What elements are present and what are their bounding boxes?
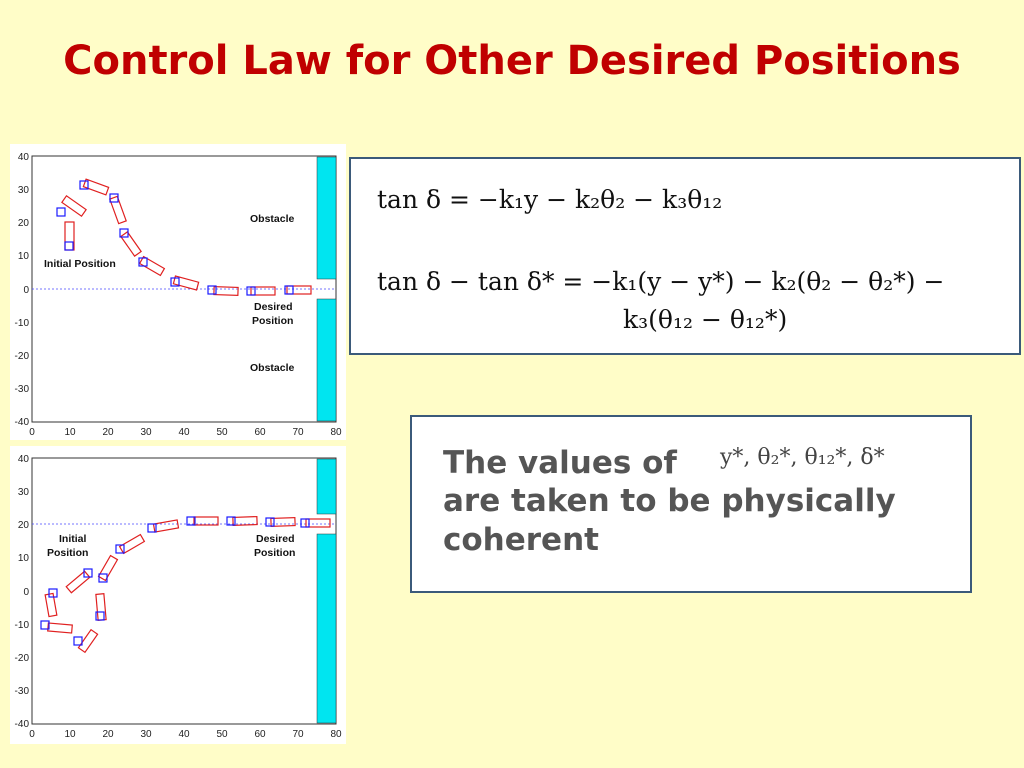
trajectory-plot-offset: 40 30 20 10 0 -10 -20 -30 -40 0 10 20 30… [10,446,346,744]
equation-control-law: tan δ = −k₁y − k₂θ₂ − k₃θ₁₂ [377,185,723,214]
x-tick: 30 [140,729,152,740]
slide-title: Control Law for Other Desired Positions [63,38,961,84]
plot-svg-bottom: 40 30 20 10 0 -10 -20 -30 -40 0 10 20 30… [15,454,342,740]
y-tick: -40 [15,417,30,428]
y-tick: 10 [18,553,30,564]
note-line: are taken to be physically [443,483,896,519]
y-tick: -10 [15,620,30,631]
y-tick: 30 [18,185,30,196]
x-tick: 60 [254,729,266,740]
vehicle-poses [56,178,312,297]
note-box: The values of y*, θ₂*, θ₁₂*, δ* are take… [410,415,972,593]
plot-svg-top: 40 30 20 10 0 -10 -20 -30 -40 0 10 20 30… [15,152,342,438]
y-tick: 10 [18,251,30,262]
obstacle-lower [316,533,337,724]
y-tick: 0 [23,587,29,598]
x-tick: 60 [254,427,266,438]
y-tick: 40 [18,152,30,163]
obstacle-upper [316,156,337,280]
plot-frame [31,457,337,725]
control-law-equations: tan δ = −k₁y − k₂θ₂ − k₃θ₁₂ tan δ − tan … [349,157,1021,355]
y-tick: 0 [23,285,29,296]
x-tick: 0 [29,729,35,740]
obstacle-lower [316,298,337,422]
initial-position-label: Initial Position [44,258,116,270]
x-tick: 70 [292,729,304,740]
obstacle-upper [316,458,337,515]
note-line: The values of [443,445,677,481]
x-tick: 10 [64,729,76,740]
x-tick: 10 [64,427,76,438]
y-tick: -10 [15,318,30,329]
trajectory-plot-straight: 40 30 20 10 0 -10 -20 -30 -40 0 10 20 30… [10,144,346,440]
desired-position-label: Desired [256,533,295,545]
x-tick: 80 [330,427,342,438]
desired-position-label: Position [252,315,293,327]
x-tick: 40 [178,729,190,740]
initial-position-label: Position [47,547,88,559]
x-tick: 80 [330,729,342,740]
x-tick: 40 [178,427,190,438]
y-tick: -30 [15,384,30,395]
x-tick: 70 [292,427,304,438]
initial-position-label: Initial [59,533,87,545]
y-tick: 20 [18,218,30,229]
y-tick: -30 [15,686,30,697]
y-tick: 20 [18,520,30,531]
note-line: coherent [443,522,599,558]
x-tick: 50 [216,427,228,438]
x-tick: 20 [102,427,114,438]
desired-position-label: Desired [254,301,293,313]
x-tick: 30 [140,427,152,438]
desired-position-label: Position [254,547,295,559]
obstacle-label: Obstacle [250,213,295,225]
y-tick: -40 [15,719,30,730]
x-tick: 20 [102,729,114,740]
obstacle-label: Obstacle [250,362,295,374]
y-tick: -20 [15,653,30,664]
x-tick: 0 [29,427,35,438]
x-tick: 50 [216,729,228,740]
equation-offset-control-law-continued: k₃(θ₁₂ − θ₁₂*) [623,305,788,334]
y-tick: 30 [18,487,30,498]
equation-offset-control-law: tan δ − tan δ* = −k₁(y − y*) − k₂(θ₂ − θ… [377,267,945,296]
y-tick: -20 [15,351,30,362]
vehicle-poses [40,515,331,654]
y-tick: 40 [18,454,30,465]
note-symbols: y*, θ₂*, θ₁₂*, δ* [720,445,885,470]
